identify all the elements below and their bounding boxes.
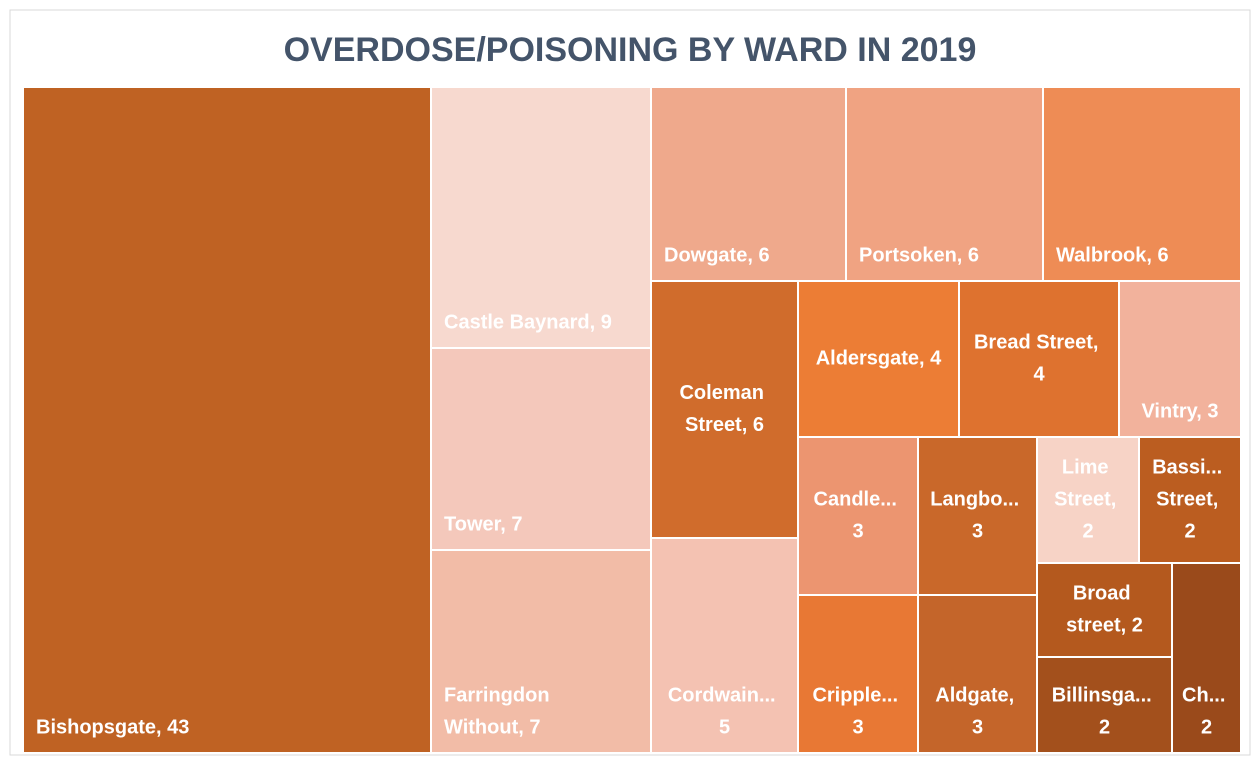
- tile-label: Cripple... 3: [812, 684, 903, 738]
- tile-label: Dowgate, 6: [664, 244, 770, 266]
- tile: [799, 282, 958, 436]
- tile: [24, 88, 430, 752]
- tile-label: Aldgate, 3: [935, 684, 1019, 738]
- tile-label: Lime Street, 2: [1054, 456, 1122, 542]
- tile-label: Aldersgate, 4: [816, 347, 942, 369]
- tile: [432, 88, 650, 347]
- tile: [919, 596, 1036, 752]
- tile: [1044, 88, 1240, 280]
- tile-label: Broad street, 2: [1066, 582, 1143, 636]
- tile-label: Cordwain... 5: [668, 684, 781, 738]
- tile-label: Tower, 7: [444, 513, 523, 535]
- tile-label: Candle... 3: [814, 488, 903, 542]
- tile-label: Bread Street, 4: [974, 331, 1104, 385]
- tile-label: Billinsga... 2: [1052, 684, 1158, 738]
- tile-label: Bishopsgate, 43: [36, 716, 189, 738]
- tile-label: Farringdon Without, 7: [444, 684, 555, 738]
- chart-title: OVERDOSE/POISONING BY WARD IN 2019: [284, 31, 977, 69]
- tile: [847, 88, 1042, 280]
- tile: [1173, 564, 1240, 752]
- tile: [1140, 438, 1240, 562]
- tile: [960, 282, 1118, 436]
- tile-label: Walbrook, 6: [1056, 244, 1169, 266]
- tile: [432, 551, 650, 752]
- tile: [652, 88, 845, 280]
- tile: [919, 438, 1036, 594]
- tile: [1038, 564, 1171, 656]
- tile: [432, 349, 650, 549]
- tile-label: Ch... 2: [1182, 684, 1231, 738]
- tile: [1120, 282, 1240, 436]
- tile-label: Vintry, 3: [1141, 400, 1218, 422]
- tile: [1038, 438, 1138, 562]
- tile-label: Portsoken, 6: [859, 244, 979, 266]
- tile: [799, 438, 917, 594]
- tile-label: Bassi... Street, 2: [1152, 456, 1228, 542]
- tile: [799, 596, 917, 752]
- tile-label: Langbo... 3: [930, 488, 1024, 542]
- tile: [1038, 658, 1171, 752]
- tile: [652, 539, 797, 752]
- tile-label: Coleman Street, 6: [679, 382, 769, 436]
- tile-label: Castle Baynard, 9: [444, 311, 612, 333]
- tile: [652, 282, 797, 537]
